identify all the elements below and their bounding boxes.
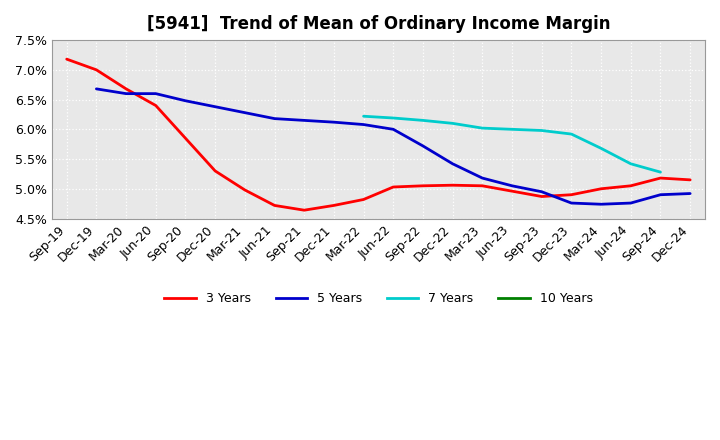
7 Years: [508, 127, 516, 132]
7 Years: [478, 125, 487, 131]
5 Years: [686, 191, 695, 196]
5 Years: [389, 127, 397, 132]
Title: [5941]  Trend of Mean of Ordinary Income Margin: [5941] Trend of Mean of Ordinary Income …: [147, 15, 610, 33]
7 Years: [359, 114, 368, 119]
5 Years: [270, 116, 279, 121]
3 Years: [211, 168, 220, 173]
3 Years: [656, 176, 665, 181]
5 Years: [240, 110, 249, 115]
Line: 5 Years: 5 Years: [96, 89, 690, 204]
3 Years: [686, 177, 695, 183]
3 Years: [537, 194, 546, 199]
3 Years: [597, 186, 606, 191]
5 Years: [508, 183, 516, 188]
3 Years: [92, 67, 101, 73]
3 Years: [508, 188, 516, 194]
7 Years: [418, 118, 427, 123]
3 Years: [122, 86, 130, 92]
7 Years: [626, 161, 635, 166]
7 Years: [537, 128, 546, 133]
7 Years: [656, 169, 665, 175]
5 Years: [418, 143, 427, 149]
5 Years: [449, 161, 457, 166]
5 Years: [151, 91, 160, 96]
3 Years: [418, 183, 427, 188]
3 Years: [449, 183, 457, 188]
3 Years: [626, 183, 635, 188]
3 Years: [300, 208, 309, 213]
5 Years: [330, 120, 338, 125]
5 Years: [567, 200, 576, 205]
3 Years: [359, 197, 368, 202]
Line: 3 Years: 3 Years: [67, 59, 690, 210]
5 Years: [537, 189, 546, 194]
7 Years: [389, 115, 397, 121]
5 Years: [122, 91, 130, 96]
3 Years: [330, 203, 338, 208]
3 Years: [478, 183, 487, 188]
3 Years: [389, 184, 397, 190]
3 Years: [567, 192, 576, 198]
5 Years: [211, 104, 220, 110]
7 Years: [597, 146, 606, 151]
5 Years: [92, 86, 101, 92]
Legend: 3 Years, 5 Years, 7 Years, 10 Years: 3 Years, 5 Years, 7 Years, 10 Years: [159, 287, 598, 310]
5 Years: [656, 192, 665, 198]
3 Years: [270, 203, 279, 208]
5 Years: [300, 118, 309, 123]
5 Years: [181, 98, 190, 103]
5 Years: [478, 176, 487, 181]
3 Years: [240, 187, 249, 193]
7 Years: [449, 121, 457, 126]
3 Years: [181, 136, 190, 141]
5 Years: [359, 122, 368, 127]
3 Years: [63, 56, 71, 62]
Line: 7 Years: 7 Years: [364, 116, 660, 172]
5 Years: [626, 200, 635, 205]
3 Years: [151, 103, 160, 108]
5 Years: [597, 202, 606, 207]
7 Years: [567, 132, 576, 137]
